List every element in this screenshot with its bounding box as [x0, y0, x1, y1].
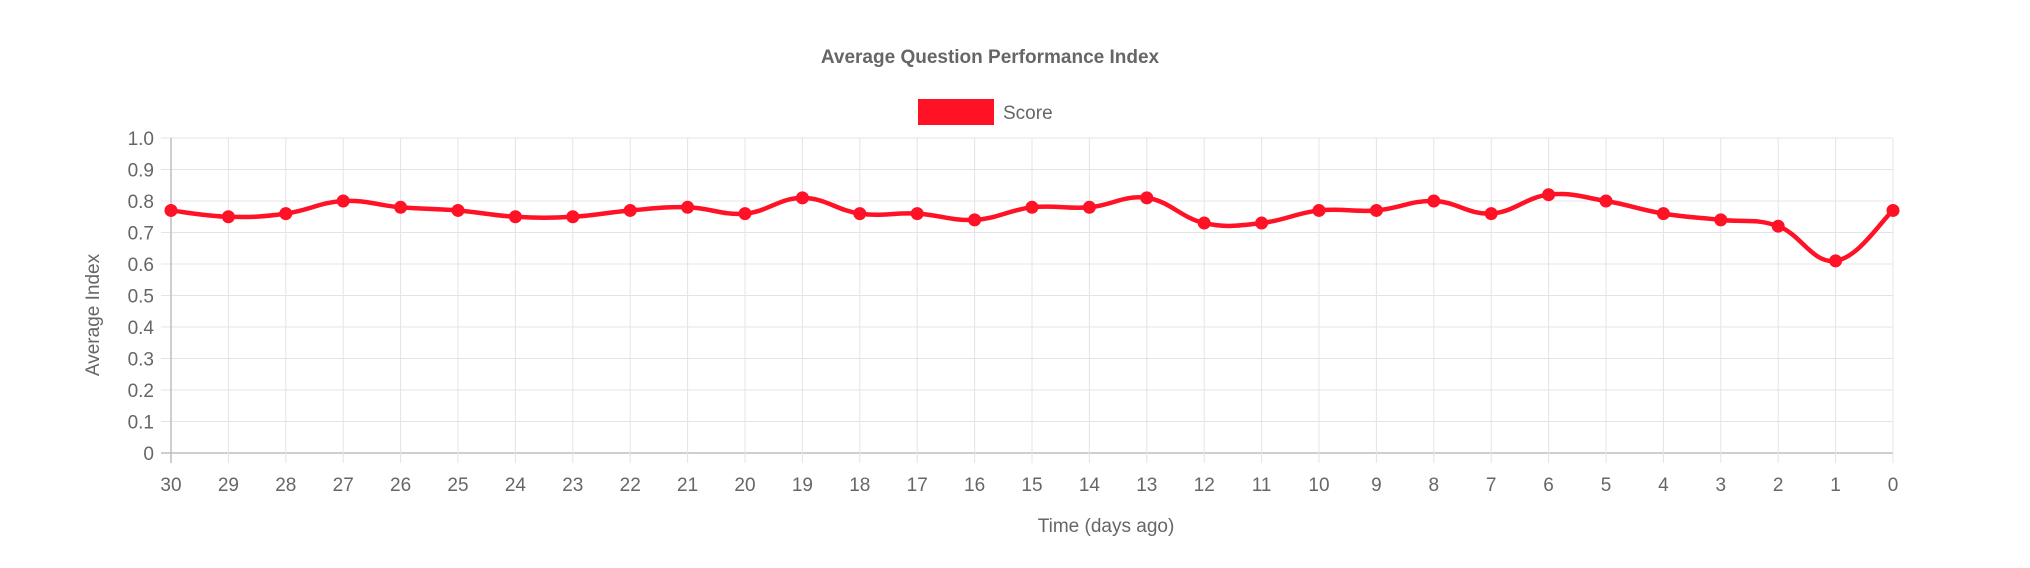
data-point[interactable]	[1542, 188, 1556, 202]
x-tick-label: 22	[620, 475, 641, 496]
data-point[interactable]	[221, 210, 235, 224]
data-point[interactable]	[681, 200, 695, 214]
x-tick-label: 19	[792, 475, 813, 496]
x-tick-label: 2	[1773, 475, 1784, 496]
x-tick-label: 6	[1543, 475, 1554, 496]
legend-label-score: Score	[1003, 103, 1053, 124]
x-tick-label: 14	[1079, 475, 1101, 496]
data-point[interactable]	[1771, 219, 1785, 233]
x-tick-label: 11	[1252, 475, 1272, 496]
data-point[interactable]	[1197, 216, 1211, 230]
x-tick-label: 9	[1371, 475, 1382, 496]
y-tick-label: 0.3	[128, 350, 154, 371]
grid	[161, 137, 1894, 463]
data-point[interactable]	[1427, 194, 1441, 208]
x-tick-label: 25	[447, 475, 468, 496]
series-points	[164, 188, 1900, 268]
x-tick-label: 20	[734, 475, 755, 496]
x-tick-label: 26	[390, 475, 411, 496]
x-tick-label: 13	[1136, 475, 1157, 496]
data-point[interactable]	[968, 213, 982, 227]
x-tick-label: 0	[1888, 475, 1899, 496]
x-tick-label: 7	[1486, 475, 1497, 496]
y-tick-label: 0.5	[128, 287, 154, 308]
data-point[interactable]	[1829, 254, 1843, 268]
data-point[interactable]	[738, 207, 752, 221]
legend-swatch	[918, 99, 994, 125]
data-point[interactable]	[795, 191, 809, 205]
x-tick-label: 27	[333, 475, 354, 496]
x-tick-label: 12	[1194, 475, 1215, 496]
y-axis-label: Average Index	[83, 253, 104, 376]
y-tick-label: 0.2	[128, 381, 154, 402]
x-tick-label: 30	[160, 475, 181, 496]
x-tick-label: 1	[1830, 475, 1841, 496]
x-tick-label: 3	[1716, 475, 1727, 496]
data-point[interactable]	[279, 207, 293, 221]
legend[interactable]: Score	[918, 99, 1053, 125]
x-axis-label: Time (days ago)	[1038, 516, 1175, 537]
y-tick-label: 0.4	[128, 318, 155, 339]
y-tick-label: 0.1	[128, 413, 154, 434]
data-point[interactable]	[1025, 200, 1039, 214]
x-tick-label: 5	[1601, 475, 1612, 496]
x-tick-label: 28	[275, 475, 296, 496]
x-tick-label: 17	[907, 475, 928, 496]
y-axis-ticks: 0 0.1 0.2 0.3 0.4 0.5 0.6 0.7 0.8 0.9 1.0	[128, 129, 155, 465]
x-tick-label: 29	[218, 475, 239, 496]
data-point[interactable]	[1082, 200, 1096, 214]
x-tick-label: 15	[1021, 475, 1042, 496]
x-tick-label: 4	[1658, 475, 1669, 496]
y-tick-label: 0.8	[128, 192, 154, 213]
data-point[interactable]	[1255, 216, 1269, 230]
data-point[interactable]	[508, 210, 522, 224]
data-point[interactable]	[1484, 207, 1498, 221]
y-tick-label: 1.0	[128, 129, 154, 150]
y-tick-label: 0.7	[128, 224, 154, 245]
data-point[interactable]	[853, 207, 867, 221]
data-point[interactable]	[910, 207, 924, 221]
data-point[interactable]	[1369, 203, 1383, 217]
x-tick-label: 10	[1308, 475, 1329, 496]
chart-title: Average Question Performance Index	[821, 47, 1160, 68]
x-tick-label: 18	[849, 475, 870, 496]
data-point[interactable]	[1656, 207, 1670, 221]
data-point[interactable]	[451, 203, 465, 217]
data-point[interactable]	[1599, 194, 1613, 208]
x-tick-label: 21	[677, 475, 698, 496]
data-point[interactable]	[164, 203, 178, 217]
x-tick-label: 8	[1429, 475, 1440, 496]
data-point[interactable]	[566, 210, 580, 224]
y-tick-label: 0.6	[128, 255, 154, 276]
data-point[interactable]	[394, 200, 408, 214]
x-axis-ticks: 30 29 28 27 26 25 24 23 22 21 20 19 18 17 16 15 14 13 12 11…	[160, 475, 1898, 496]
y-tick-label: 0.9	[128, 161, 154, 182]
x-tick-label: 24	[505, 475, 527, 496]
data-point[interactable]	[1312, 203, 1326, 217]
data-point[interactable]	[1886, 203, 1900, 217]
data-point[interactable]	[336, 194, 350, 208]
data-point[interactable]	[623, 203, 637, 217]
x-tick-label: 16	[964, 475, 985, 496]
data-point[interactable]	[1714, 213, 1728, 227]
y-tick-label: 0	[143, 444, 154, 465]
x-tick-label: 23	[562, 475, 583, 496]
data-point[interactable]	[1140, 191, 1154, 205]
